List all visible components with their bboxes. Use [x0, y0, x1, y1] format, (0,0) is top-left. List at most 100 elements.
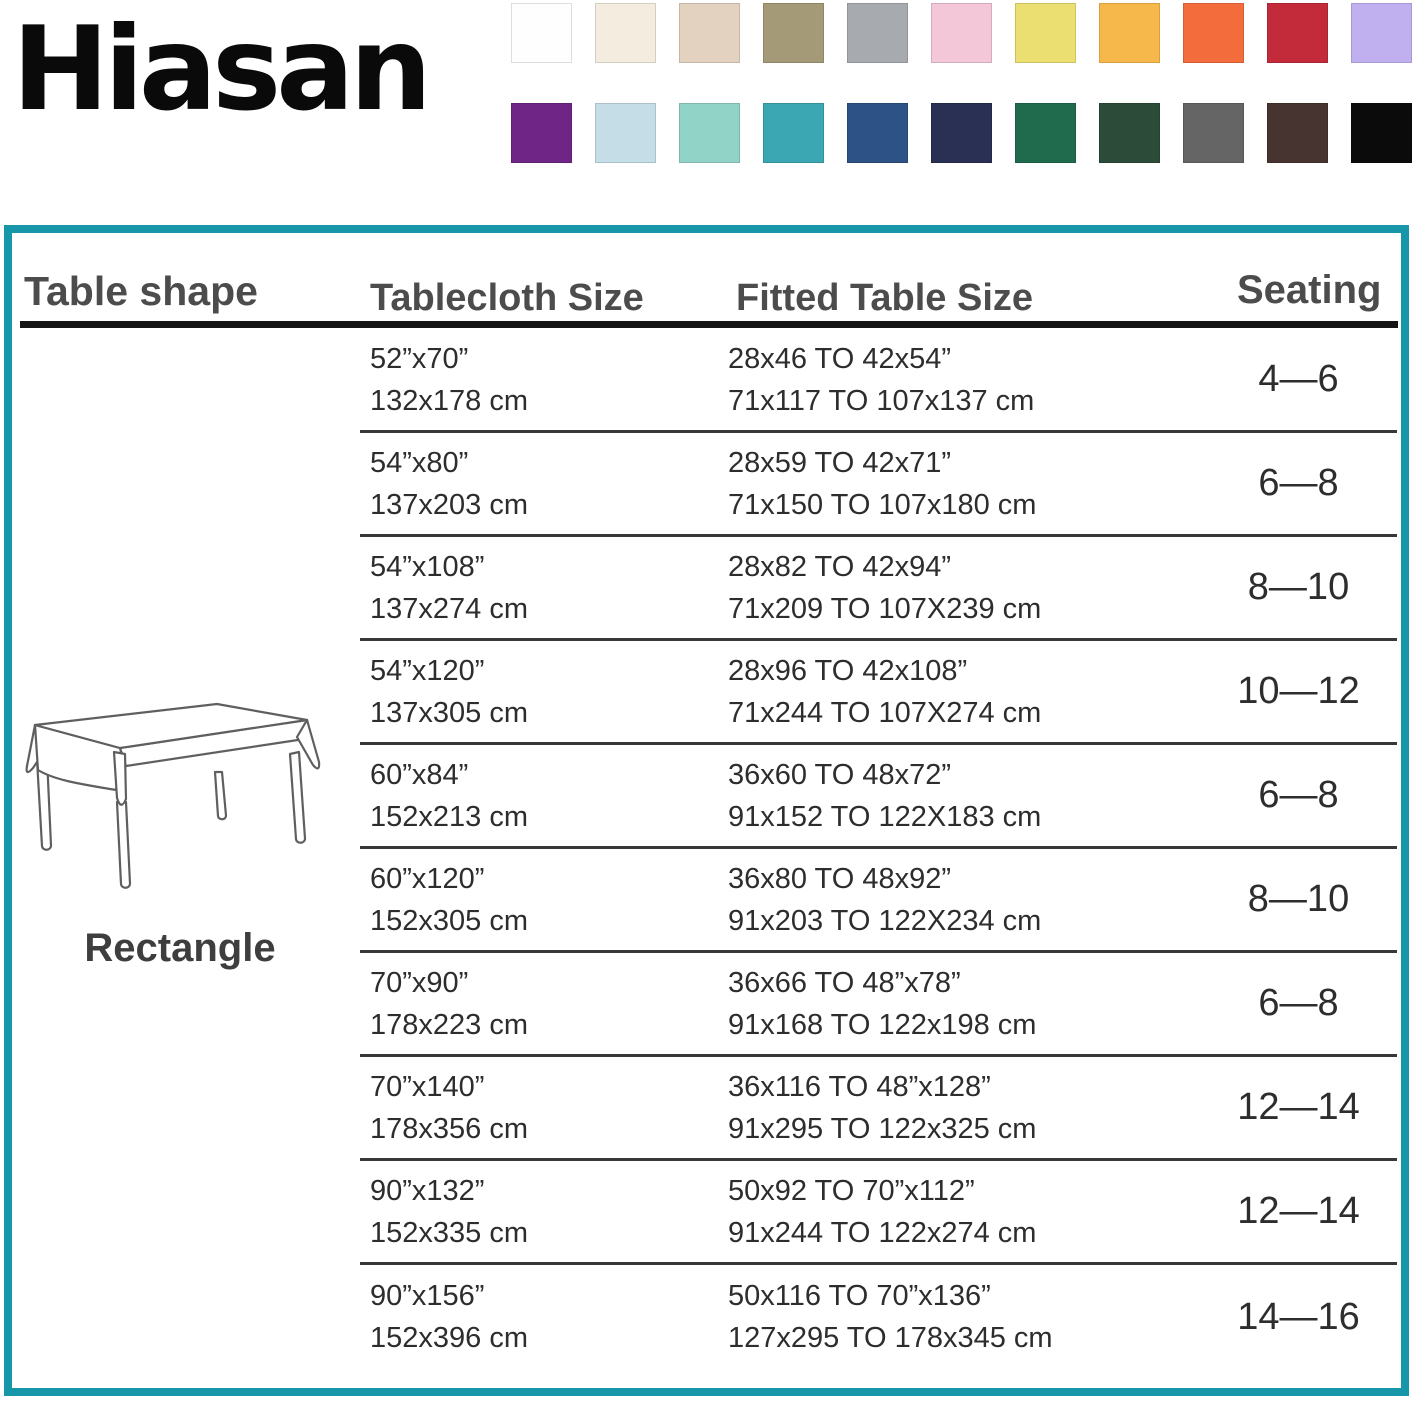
- seating-cell: 12—14: [1237, 1190, 1360, 1232]
- color-swatch-teal: [763, 103, 824, 163]
- color-swatch-navy-blue: [847, 103, 908, 163]
- color-swatch-black: [1351, 103, 1412, 163]
- seating-cell: 6—8: [1258, 982, 1339, 1024]
- fitted-size-inches: 50x116 TO 70”x136”: [728, 1280, 991, 1312]
- color-swatch-white: [511, 3, 572, 63]
- table-row: 60”x120” 152x305 cm 36x80 TO 48x92” 91x2…: [360, 849, 1397, 953]
- table-row: 70”x140” 178x356 cm 36x116 TO 48”x128” 9…: [360, 1057, 1397, 1161]
- column-header-fitted-table-size: Fitted Table Size: [736, 277, 1034, 319]
- color-swatch-yellow: [1015, 3, 1076, 63]
- column-header-seating: Seating: [1237, 268, 1382, 312]
- seating-cell: 8—10: [1247, 566, 1350, 608]
- fitted-size-cm: 91x244 TO 122x274 cm: [728, 1216, 1037, 1249]
- tablecloth-size-inches: 52”x70”: [370, 342, 469, 375]
- tablecloth-size-inches: 70”x140”: [370, 1070, 485, 1103]
- fitted-size-cm: 91x203 TO 122X234 cm: [728, 904, 1042, 937]
- fitted-table-size-cell: 36x116 TO 48”x128” 91x295 TO 122x325 cm: [728, 1066, 1200, 1150]
- fitted-size-inches: 28x96 TO 42x108”: [728, 654, 968, 687]
- tablecloth-size-cell: 60”x120” 152x305 cm: [360, 858, 728, 942]
- color-swatch-purple: [511, 103, 572, 163]
- fitted-table-size-cell: 28x82 TO 42x94” 71x209 TO 107X239 cm: [728, 546, 1200, 630]
- tablecloth-size-inches: 90”x156”: [370, 1280, 485, 1312]
- tablecloth-size-inches: 54”x120”: [370, 654, 485, 687]
- seating-cell: 4—6: [1258, 358, 1339, 400]
- seating-cell: 14—16: [1237, 1295, 1360, 1338]
- table-row: 60”x84” 152x213 cm 36x60 TO 48x72” 91x15…: [360, 745, 1397, 849]
- tablecloth-size-cell: 54”x120” 137x305 cm: [360, 650, 728, 734]
- table-leg: [288, 750, 307, 844]
- color-swatch-dark-navy: [931, 103, 992, 163]
- color-swatch-light-blue: [595, 103, 656, 163]
- color-swatch-ivory: [595, 3, 656, 63]
- tablecloth-size-cm: 152x396 cm: [370, 1322, 528, 1354]
- tablecloth-size-cell: 70”x90” 178x223 cm: [360, 962, 728, 1046]
- seating-cell: 6—8: [1258, 774, 1339, 816]
- table-row: 54”x108” 137x274 cm 28x82 TO 42x94” 71x2…: [360, 537, 1397, 641]
- fitted-size-cm: 71x117 TO 107x137 cm: [728, 384, 1035, 417]
- color-swatch-beige: [679, 3, 740, 63]
- brand-logo: Hiasan: [12, 2, 432, 137]
- tablecloth-size-cell: 90”x156” 152x396 cm: [360, 1275, 728, 1359]
- tablecloth-size-cell: 54”x80” 137x203 cm: [360, 442, 728, 526]
- color-swatch-grid: [511, 3, 1412, 163]
- seating-cell: 12—14: [1237, 1086, 1360, 1128]
- tablecloth-size-cm: 152x305 cm: [370, 904, 528, 937]
- fitted-size-cm: 127x295 TO 178x345 cm: [728, 1322, 1053, 1354]
- fitted-table-size-cell: 28x96 TO 42x108” 71x244 TO 107X274 cm: [728, 650, 1200, 734]
- size-chart-rows: 52”x70” 132x178 cm 28x46 TO 42x54” 71x11…: [360, 329, 1397, 1369]
- color-swatch-aqua: [679, 103, 740, 163]
- table-leg: [35, 756, 53, 851]
- color-swatch-brown: [1267, 103, 1328, 163]
- table-row: 52”x70” 132x178 cm 28x46 TO 42x54” 71x11…: [360, 329, 1397, 433]
- tablecloth-corner-flap: [295, 718, 321, 770]
- fitted-table-size-cell: 50x92 TO 70”x112” 91x244 TO 122x274 cm: [728, 1170, 1200, 1254]
- tablecloth-size-cm: 137x274 cm: [370, 592, 528, 625]
- color-swatch-silver-gray: [847, 3, 908, 63]
- table-row: 54”x80” 137x203 cm 28x59 TO 42x71” 71x15…: [360, 433, 1397, 537]
- fitted-size-cm: 91x168 TO 122x198 cm: [728, 1008, 1037, 1041]
- fitted-table-size-cell: 36x66 TO 48”x78” 91x168 TO 122x198 cm: [728, 962, 1200, 1046]
- tablecloth-size-cell: 90”x132” 152x335 cm: [360, 1170, 728, 1254]
- tablecloth-size-cell: 70”x140” 178x356 cm: [360, 1066, 728, 1150]
- fitted-size-cm: 71x209 TO 107X239 cm: [728, 592, 1042, 625]
- fitted-size-cm: 71x244 TO 107X274 cm: [728, 696, 1042, 729]
- fitted-size-inches: 28x59 TO 42x71”: [728, 446, 952, 479]
- tablecloth-size-inches: 60”x84”: [370, 758, 469, 791]
- fitted-size-inches: 36x66 TO 48”x78”: [728, 966, 961, 999]
- tablecloth-size-cm: 178x223 cm: [370, 1008, 528, 1041]
- table-row: 90”x132” 152x335 cm 50x92 TO 70”x112” 91…: [360, 1161, 1397, 1265]
- tablecloth-size-cell: 54”x108” 137x274 cm: [360, 546, 728, 630]
- tablecloth-size-cell: 52”x70” 132x178 cm: [360, 338, 728, 422]
- color-swatch-dark-gray: [1183, 103, 1244, 163]
- tablecloth-top: [33, 702, 309, 750]
- fitted-size-inches: 36x60 TO 48x72”: [728, 758, 952, 791]
- color-swatch-orange: [1183, 3, 1244, 63]
- shape-label: Rectangle: [84, 926, 276, 970]
- color-swatch-marigold: [1099, 3, 1160, 63]
- fitted-size-inches: 36x116 TO 48”x128”: [728, 1070, 991, 1103]
- fitted-size-cm: 91x295 TO 122x325 cm: [728, 1112, 1037, 1145]
- fitted-table-size-cell: 50x116 TO 70”x136” 127x295 TO 178x345 cm: [728, 1275, 1200, 1359]
- fitted-table-size-cell: 28x46 TO 42x54” 71x117 TO 107x137 cm: [728, 338, 1200, 422]
- tablecloth-size-cm: 152x213 cm: [370, 800, 528, 833]
- tablecloth-size-inches: 54”x80”: [370, 446, 469, 479]
- tablecloth-size-cm: 178x356 cm: [370, 1112, 528, 1145]
- tablecloth-fold: [112, 750, 128, 806]
- table-row: 70”x90” 178x223 cm 36x66 TO 48”x78” 91x1…: [360, 953, 1397, 1057]
- seating-cell: 8—10: [1247, 878, 1350, 920]
- tablecloth-size-inches: 90”x132”: [370, 1174, 485, 1207]
- table-leg: [115, 800, 132, 889]
- tablecloth-size-inches: 70”x90”: [370, 966, 469, 999]
- size-chart-box: [4, 225, 1409, 1396]
- color-swatch-red: [1267, 3, 1328, 63]
- fitted-size-inches: 50x92 TO 70”x112”: [728, 1174, 975, 1207]
- fitted-table-size-cell: 36x60 TO 48x72” 91x152 TO 122X183 cm: [728, 754, 1200, 838]
- fitted-size-inches: 28x46 TO 42x54”: [728, 342, 952, 375]
- seating-cell: 10—12: [1237, 670, 1360, 712]
- seating-cell: 6—8: [1258, 462, 1339, 504]
- column-header-tablecloth-size: Tablecloth Size: [370, 277, 644, 319]
- color-swatch-lavender: [1351, 3, 1412, 63]
- color-swatch-forest-green: [1099, 103, 1160, 163]
- fitted-size-cm: 71x150 TO 107x180 cm: [728, 488, 1037, 521]
